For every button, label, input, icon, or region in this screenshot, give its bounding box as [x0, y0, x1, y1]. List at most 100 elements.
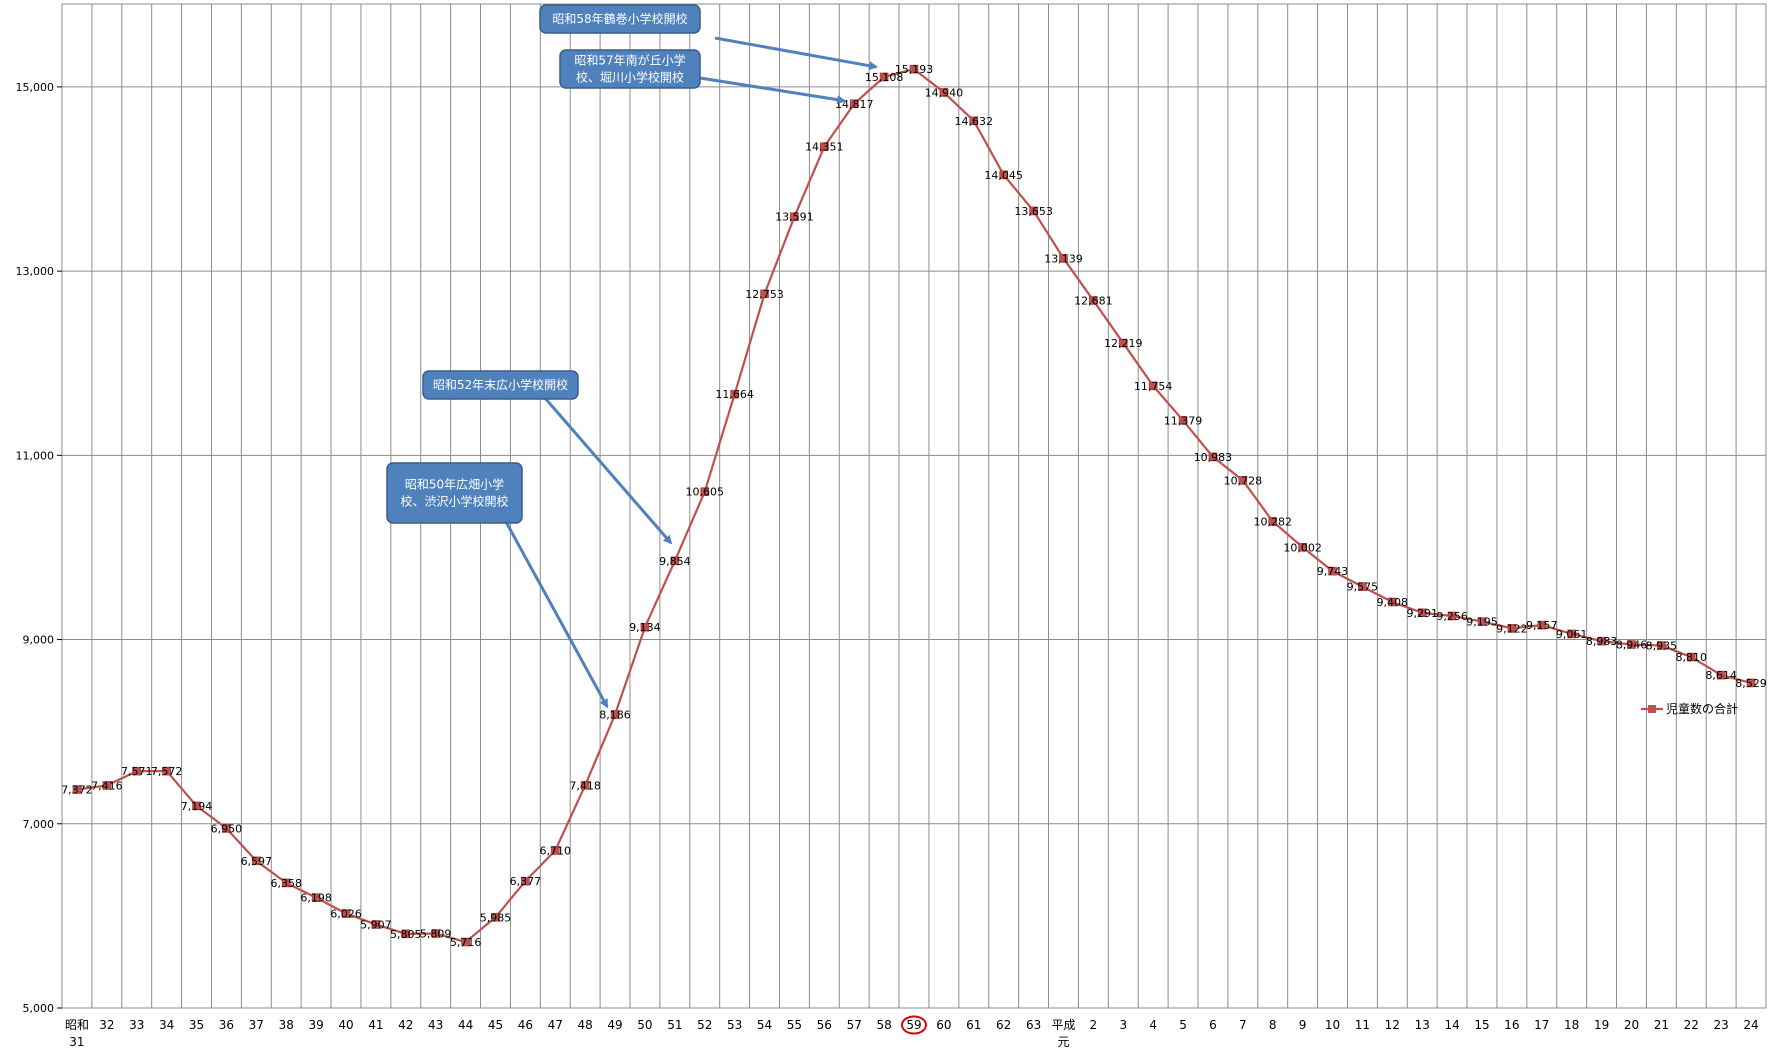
x-tick-label: 7 — [1239, 1018, 1247, 1032]
data-label: 9,195 — [1466, 616, 1498, 629]
data-point-marker — [1388, 597, 1397, 607]
x-tick-label: 13 — [1415, 1018, 1430, 1032]
x-tick-label: 15 — [1474, 1018, 1489, 1032]
data-label: 7,572 — [151, 765, 183, 778]
x-tick-label: 38 — [279, 1018, 294, 1032]
data-label: 14,045 — [984, 169, 1023, 182]
callout-text: 昭和52年末広小学校開校 — [433, 377, 568, 392]
data-label: 5,716 — [450, 936, 482, 949]
data-label: 10,728 — [1224, 474, 1263, 487]
x-tick-label: 11 — [1355, 1018, 1370, 1032]
data-point-marker — [252, 856, 261, 866]
data-point-marker — [1358, 582, 1367, 591]
callout-text: 昭和57年南が丘小学 — [574, 53, 685, 68]
x-tick-label: 63 — [1026, 1018, 1041, 1032]
data-label: 8,810 — [1676, 651, 1708, 664]
x-tick-label: 55 — [787, 1018, 802, 1032]
data-point-marker — [999, 170, 1008, 180]
data-label: 15,108 — [865, 71, 904, 84]
data-label: 10,983 — [1194, 451, 1233, 464]
data-label: 7,571 — [121, 765, 153, 778]
x-tick-label: 54 — [757, 1018, 772, 1032]
data-point-marker — [760, 289, 769, 299]
data-label: 9,408 — [1377, 596, 1409, 609]
x-tick-label: 19 — [1594, 1018, 1609, 1032]
x-tick-label: 33 — [129, 1018, 144, 1032]
data-point-marker — [521, 876, 530, 886]
data-point-marker — [1597, 636, 1606, 646]
data-point-marker — [790, 212, 799, 221]
data-label: 12,219 — [1104, 337, 1143, 350]
data-point-marker — [192, 801, 201, 811]
data-label: 9,575 — [1347, 581, 1379, 594]
data-label: 13,139 — [1044, 252, 1083, 265]
data-label: 8,946 — [1616, 639, 1648, 652]
data-point-marker — [1238, 476, 1248, 485]
data-label: 9,291 — [1406, 607, 1438, 620]
data-point-marker — [1298, 542, 1307, 552]
x-tick-label: 44 — [458, 1018, 473, 1032]
data-point-marker — [730, 389, 739, 399]
data-label: 8,529 — [1735, 677, 1767, 690]
x-tick-label: 22 — [1684, 1018, 1699, 1032]
x-tick-label: 10 — [1325, 1018, 1340, 1032]
data-point-marker — [1537, 620, 1547, 630]
y-tick-label: 5,000 — [23, 1002, 55, 1015]
data-point-marker — [311, 893, 321, 902]
data-point-marker — [1567, 629, 1576, 639]
data-label: 6,597 — [241, 855, 273, 868]
data-point-marker — [1417, 608, 1427, 618]
data-label: 9,854 — [659, 555, 691, 568]
data-point-marker — [670, 556, 680, 566]
y-tick-label: 15,000 — [16, 81, 55, 94]
data-label: 11,664 — [715, 388, 754, 401]
data-label: 6,950 — [211, 822, 243, 835]
data-point-marker — [1328, 566, 1337, 576]
data-point-marker — [1118, 338, 1128, 348]
data-label: 8,186 — [599, 709, 631, 722]
callout-text: 昭和58年鶴巻小学校開校 — [552, 11, 687, 26]
data-point-marker — [820, 142, 829, 151]
data-label: 8,983 — [1586, 635, 1618, 648]
data-label: 14,940 — [925, 86, 964, 99]
data-point-marker — [969, 116, 979, 126]
data-point-marker — [1507, 624, 1517, 633]
x-tick-label: 36 — [219, 1018, 234, 1032]
callout-text: 校、堀川小学校開校 — [576, 70, 684, 85]
x-tick-label: 24 — [1743, 1018, 1758, 1032]
data-label: 10,002 — [1283, 541, 1322, 554]
x-tick-label: 14 — [1444, 1018, 1459, 1032]
data-label: 14,632 — [955, 115, 994, 128]
data-label: 12,681 — [1074, 295, 1113, 308]
x-tick-label: 52 — [697, 1018, 712, 1032]
callout-arrow — [503, 519, 609, 709]
callout-box — [539, 4, 701, 34]
callout-box — [422, 370, 579, 400]
x-tick-label: 39 — [308, 1018, 323, 1032]
data-point-marker — [491, 912, 500, 922]
legend: 児童数の合計 — [1641, 701, 1738, 716]
data-label: 11,754 — [1134, 380, 1173, 393]
data-label: 9,743 — [1317, 565, 1349, 578]
callout-text: 校、渋沢小学校開校 — [400, 494, 508, 509]
x-tick-label: 42 — [398, 1018, 413, 1032]
x-tick-label: 23 — [1714, 1018, 1729, 1032]
data-point-marker — [281, 878, 291, 888]
data-point-marker — [550, 846, 560, 855]
data-point-marker — [1447, 611, 1457, 621]
x-tick-label: 50 — [637, 1018, 652, 1032]
x-tick-label: 32 — [99, 1018, 114, 1032]
data-point-marker — [1627, 640, 1636, 649]
x-tick-label: 12 — [1385, 1018, 1400, 1032]
data-point-marker — [939, 88, 949, 97]
data-point-marker — [1208, 452, 1218, 462]
data-label: 5,805 — [390, 928, 422, 941]
x-tick-label: 16 — [1504, 1018, 1519, 1032]
x-tick-label: 41 — [368, 1018, 383, 1032]
data-point-marker — [1059, 254, 1068, 263]
data-label: 13,591 — [775, 211, 814, 224]
data-label: 10,282 — [1253, 515, 1292, 528]
data-label: 11,379 — [1164, 414, 1203, 427]
x-tick-label: 5 — [1179, 1018, 1187, 1032]
data-point-marker — [580, 780, 590, 790]
